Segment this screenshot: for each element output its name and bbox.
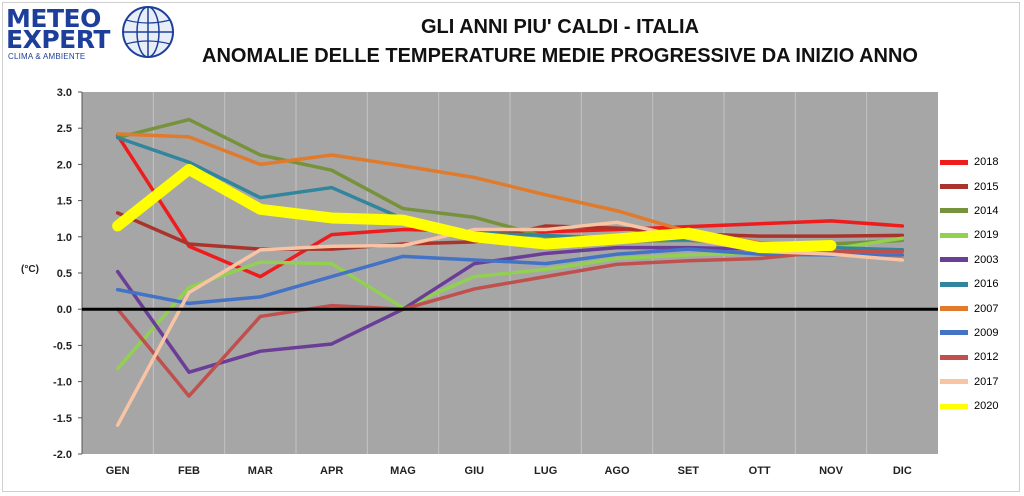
legend-item-2020: 2020 [940, 394, 1024, 418]
meteo-expert-logo: METEO EXPERT CLIMA & AMBIENTE [4, 4, 184, 62]
series-line-2012 [115, 249, 905, 398]
legend-item-2003: 2003 [940, 248, 1024, 272]
legend-item-2014: 2014 [940, 199, 1024, 223]
legend-label: 2014 [974, 204, 999, 217]
y-tick-label: -1.5 [53, 413, 72, 425]
y-tick-label: 1.0 [57, 232, 72, 244]
globe-icon [122, 6, 174, 58]
y-tick-label: 1.5 [57, 196, 72, 208]
logo-line1: METEO [6, 4, 101, 33]
legend-item-2009: 2009 [940, 321, 1024, 345]
legend-label: 2016 [974, 278, 999, 291]
legend-swatch [940, 306, 968, 312]
chart-title: GLI ANNI PIU' CALDI - ITALIA [420, 16, 700, 38]
y-tick-label: 0.5 [57, 268, 72, 280]
legend-label: 2018 [974, 156, 999, 169]
y-tick-label: 2.5 [57, 123, 72, 135]
y-tick-label: -1.0 [53, 377, 72, 389]
legend-swatch [940, 379, 968, 385]
x-tick-label: AGO [604, 465, 630, 477]
x-tick-label: LUG [534, 465, 557, 477]
x-tick-label: OTT [749, 465, 771, 477]
x-tick-label: MAR [248, 465, 273, 477]
legend-item-2019: 2019 [940, 223, 1024, 247]
legend-swatch [940, 159, 968, 165]
x-tick-label: APR [320, 465, 343, 477]
legend-swatch [940, 281, 968, 287]
chart-legend: 2018 2015 2014 2019 2003 2016 2007 2009 2012 2017… [940, 150, 1024, 418]
x-tick-label: FEB [178, 465, 200, 477]
chart-subtitle: ANOMALIE DELLE TEMPERATURE MEDIE PROGRES… [202, 45, 918, 67]
series-line-2018 [115, 133, 905, 279]
legend-label: 2015 [974, 180, 999, 193]
x-tick-label: GEN [106, 465, 130, 477]
legend-label: 2020 [974, 400, 999, 413]
x-tick-label: SET [678, 465, 700, 477]
series-line-2009 [115, 247, 905, 306]
legend-item-2015: 2015 [940, 174, 1024, 198]
x-tick-label: DIC [893, 465, 912, 477]
legend-swatch [940, 257, 968, 263]
y-tick-label: 3.0 [57, 87, 72, 99]
y-tick-label: 0.0 [57, 304, 72, 316]
x-tick-label: MAG [390, 465, 416, 477]
y-tick-label: -2.0 [53, 449, 72, 461]
series-line-2020 [112, 163, 837, 254]
legend-swatch [940, 208, 968, 214]
y-tick-label: -0.5 [53, 340, 72, 352]
legend-swatch [940, 403, 968, 409]
x-tick-label: NOV [819, 465, 844, 477]
legend-swatch [940, 184, 968, 190]
legend-label: 2019 [974, 229, 999, 242]
legend-item-2018: 2018 [940, 150, 1024, 174]
legend-swatch [940, 232, 968, 238]
legend-item-2007: 2007 [940, 296, 1024, 320]
legend-item-2017: 2017 [940, 370, 1024, 394]
legend-label: 2007 [974, 302, 999, 315]
legend-item-2012: 2012 [940, 345, 1024, 369]
legend-swatch [940, 330, 968, 336]
legend-item-2016: 2016 [940, 272, 1024, 296]
legend-label: 2003 [974, 253, 999, 266]
logo-subtitle: CLIMA & AMBIENTE [8, 52, 86, 61]
legend-label: 2012 [974, 351, 999, 364]
legend-label: 2009 [974, 326, 999, 339]
x-tick-label: GIU [465, 465, 485, 477]
legend-swatch [940, 354, 968, 360]
logo-line2: EXPERT [6, 25, 110, 54]
y-tick-label: 2.0 [57, 159, 72, 171]
legend-label: 2017 [974, 375, 999, 388]
y-axis-label: (°C) [21, 264, 39, 275]
